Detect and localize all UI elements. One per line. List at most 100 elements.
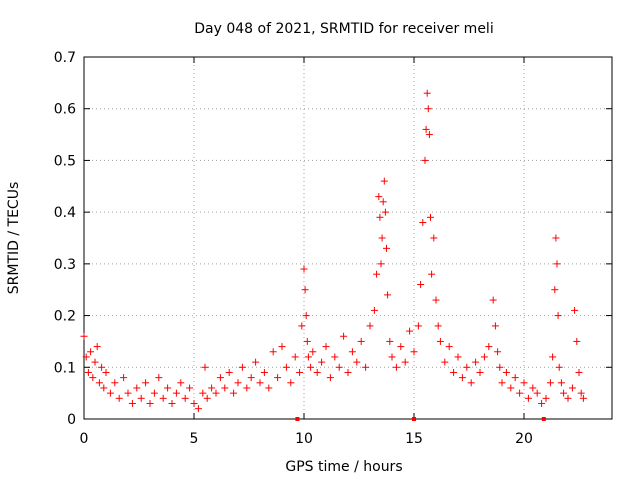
plot-frame (83, 56, 613, 420)
data-point (480, 353, 488, 361)
data-point (388, 353, 396, 361)
data-point (331, 353, 339, 361)
data-point (168, 399, 176, 407)
data-point (379, 198, 387, 206)
data-point (560, 389, 568, 397)
data-point (120, 374, 128, 382)
data-point (424, 105, 432, 113)
chart-title: Day 048 of 2021, SRMTID for receiver mel… (194, 21, 493, 37)
data-point (137, 394, 145, 402)
data-point (80, 332, 88, 340)
data-point (491, 322, 499, 330)
y-tick-label: 0.5 (54, 153, 76, 169)
data-point (463, 363, 471, 371)
data-point (496, 363, 504, 371)
data-point (542, 394, 550, 402)
data-point (309, 348, 317, 356)
data-point (494, 348, 502, 356)
data-point (291, 353, 299, 361)
data-point (133, 384, 141, 392)
x-tick-label: 0 (80, 431, 89, 447)
x-tick-label: 10 (295, 431, 313, 447)
data-point (100, 384, 108, 392)
grid (84, 57, 612, 419)
x-axis-label: GPS time / hours (285, 459, 402, 475)
data-point (476, 368, 484, 376)
data-point (436, 337, 444, 345)
data-point (406, 327, 414, 335)
data-point (520, 379, 528, 387)
data-point (318, 358, 326, 366)
data-point (384, 291, 392, 299)
data-point (159, 394, 167, 402)
data-point (287, 379, 295, 387)
data-point (428, 270, 436, 278)
data-point (467, 379, 475, 387)
data-point (322, 343, 330, 351)
y-tick-label: 0.7 (54, 50, 76, 66)
data-point (568, 384, 576, 392)
data-point (529, 384, 537, 392)
data-point (234, 379, 242, 387)
data-point (417, 281, 425, 289)
data-point (502, 368, 510, 376)
data-point (301, 286, 309, 294)
data-point (326, 374, 334, 382)
data-point (421, 156, 429, 164)
data-point (177, 379, 185, 387)
data-point (340, 332, 348, 340)
data-point (115, 394, 123, 402)
data-point (516, 389, 524, 397)
data-point (269, 348, 277, 356)
data-point (89, 374, 97, 382)
data-point (507, 384, 515, 392)
data-point (84, 368, 92, 376)
data-point (573, 337, 581, 345)
data-point (247, 374, 255, 382)
data-point (313, 368, 321, 376)
baseline-markers (295, 417, 546, 421)
data-point (489, 296, 497, 304)
data-point (579, 394, 587, 402)
data-point (302, 312, 310, 320)
data-point (410, 348, 418, 356)
data-point (221, 384, 229, 392)
y-tick-label: 0 (67, 412, 76, 428)
data-point (344, 368, 352, 376)
data-point (186, 384, 194, 392)
data-point (82, 353, 90, 361)
data-point (552, 234, 560, 242)
data-point (212, 389, 220, 397)
x-tick-label: 20 (515, 431, 533, 447)
data-point (357, 337, 365, 345)
data-point (564, 394, 572, 402)
y-tick-label: 0.6 (54, 102, 76, 118)
data-point (571, 306, 579, 314)
data-point (181, 394, 189, 402)
data-point (375, 193, 383, 201)
data-point (555, 363, 563, 371)
data-point (511, 374, 519, 382)
data-point (194, 405, 202, 413)
data-point (203, 394, 211, 402)
data-point (111, 379, 119, 387)
data-point (454, 353, 462, 361)
data-point (362, 363, 370, 371)
data-point (554, 312, 562, 320)
data-point (376, 213, 384, 221)
data-point (146, 399, 154, 407)
data-point (401, 358, 409, 366)
baseline-marker (412, 417, 416, 421)
data-point (256, 379, 264, 387)
y-tick-label: 0.3 (54, 257, 76, 273)
data-point (252, 358, 260, 366)
data-point (106, 389, 114, 397)
data-point (150, 389, 158, 397)
data-point (98, 363, 106, 371)
data-point (307, 363, 315, 371)
data-point (102, 368, 110, 376)
data-point (577, 389, 585, 397)
data-point (238, 363, 246, 371)
data-point (377, 260, 385, 268)
